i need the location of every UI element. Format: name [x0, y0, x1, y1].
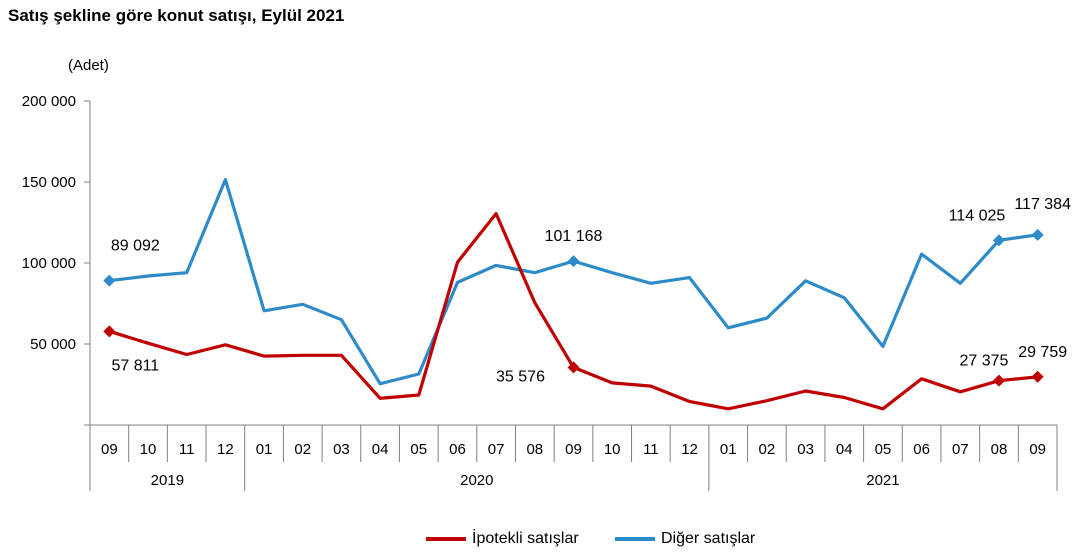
x-tick-label: 11: [643, 441, 659, 458]
data-marker-ipotekli: [1031, 370, 1044, 383]
chart-title: Satış şekline göre konut satışı, Eylül 2…: [8, 6, 345, 25]
y-tick-label: 150 000: [22, 174, 76, 191]
x-tick-label: 12: [217, 441, 234, 458]
x-tick-label: 04: [372, 441, 389, 458]
data-label: 27 375: [960, 353, 1009, 370]
year-label: 2020: [460, 472, 493, 489]
data-label: 117 384: [1014, 196, 1071, 213]
data-label: 29 759: [1018, 344, 1067, 361]
legend-swatch-ipotekli: [426, 537, 466, 541]
line-chart: (Adet) 50 000 100 000 150 000 200 000 09 10 11 1…: [22, 57, 1071, 491]
data-label: 101 168: [545, 228, 603, 245]
x-tick-label: 09: [565, 441, 582, 458]
data-marker-diger: [1031, 228, 1044, 241]
year-label: 2021: [866, 472, 899, 489]
x-tick-label: 06: [913, 441, 930, 458]
y-axis-unit-label: (Adet): [68, 57, 109, 74]
x-tick-label: 06: [449, 441, 466, 458]
data-label: 57 811: [111, 357, 159, 374]
data-marker-ipotekli: [992, 374, 1005, 387]
data-label: 114 025: [949, 207, 1006, 224]
x-tick-label: 09: [101, 441, 118, 458]
legend-swatch-diger: [615, 537, 655, 541]
data-marker-ipotekli: [103, 325, 116, 338]
x-tick-label: 07: [952, 441, 969, 458]
x-tick-label: 11: [179, 441, 195, 458]
year-label: 2019: [151, 472, 184, 489]
x-tick-label: 05: [410, 441, 427, 458]
x-tick-label: 08: [526, 441, 543, 458]
legend: İpotekli satışlar Diğer satışlar: [0, 530, 1091, 552]
legend-label-ipotekli: İpotekli satışlar: [472, 530, 579, 547]
x-tick-label: 10: [604, 441, 621, 458]
data-label: 89 092: [111, 238, 160, 255]
legend-label-diger: Diğer satışlar: [661, 530, 756, 547]
x-tick-label: 10: [140, 441, 157, 458]
x-tick-label: 02: [294, 441, 311, 458]
x-tick-label: 03: [797, 441, 814, 458]
data-label: 35 576: [496, 368, 545, 385]
data-marker-diger: [992, 234, 1005, 247]
y-tick-label: 50 000: [30, 336, 76, 353]
x-tick-label: 02: [759, 441, 776, 458]
x-tick-label: 07: [488, 441, 505, 458]
data-marker-ipotekli: [567, 361, 580, 374]
y-tick-label: 200 000: [22, 93, 76, 110]
x-tick-label: 01: [256, 441, 273, 458]
data-marker-diger: [103, 274, 116, 287]
y-tick-label: 100 000: [22, 255, 76, 272]
x-tick-label: 04: [836, 441, 853, 458]
legend-item-ipotekli: İpotekli satışlar: [426, 530, 579, 548]
x-tick-label: 01: [720, 441, 737, 458]
x-tick-label: 09: [1029, 441, 1046, 458]
legend-item-diger: Diğer satışlar: [615, 530, 755, 548]
x-tick-label: 05: [875, 441, 892, 458]
data-marker-diger: [567, 255, 580, 268]
x-tick-label: 03: [333, 441, 350, 458]
x-tick-label: 08: [991, 441, 1008, 458]
x-tick-label: 12: [681, 441, 698, 458]
